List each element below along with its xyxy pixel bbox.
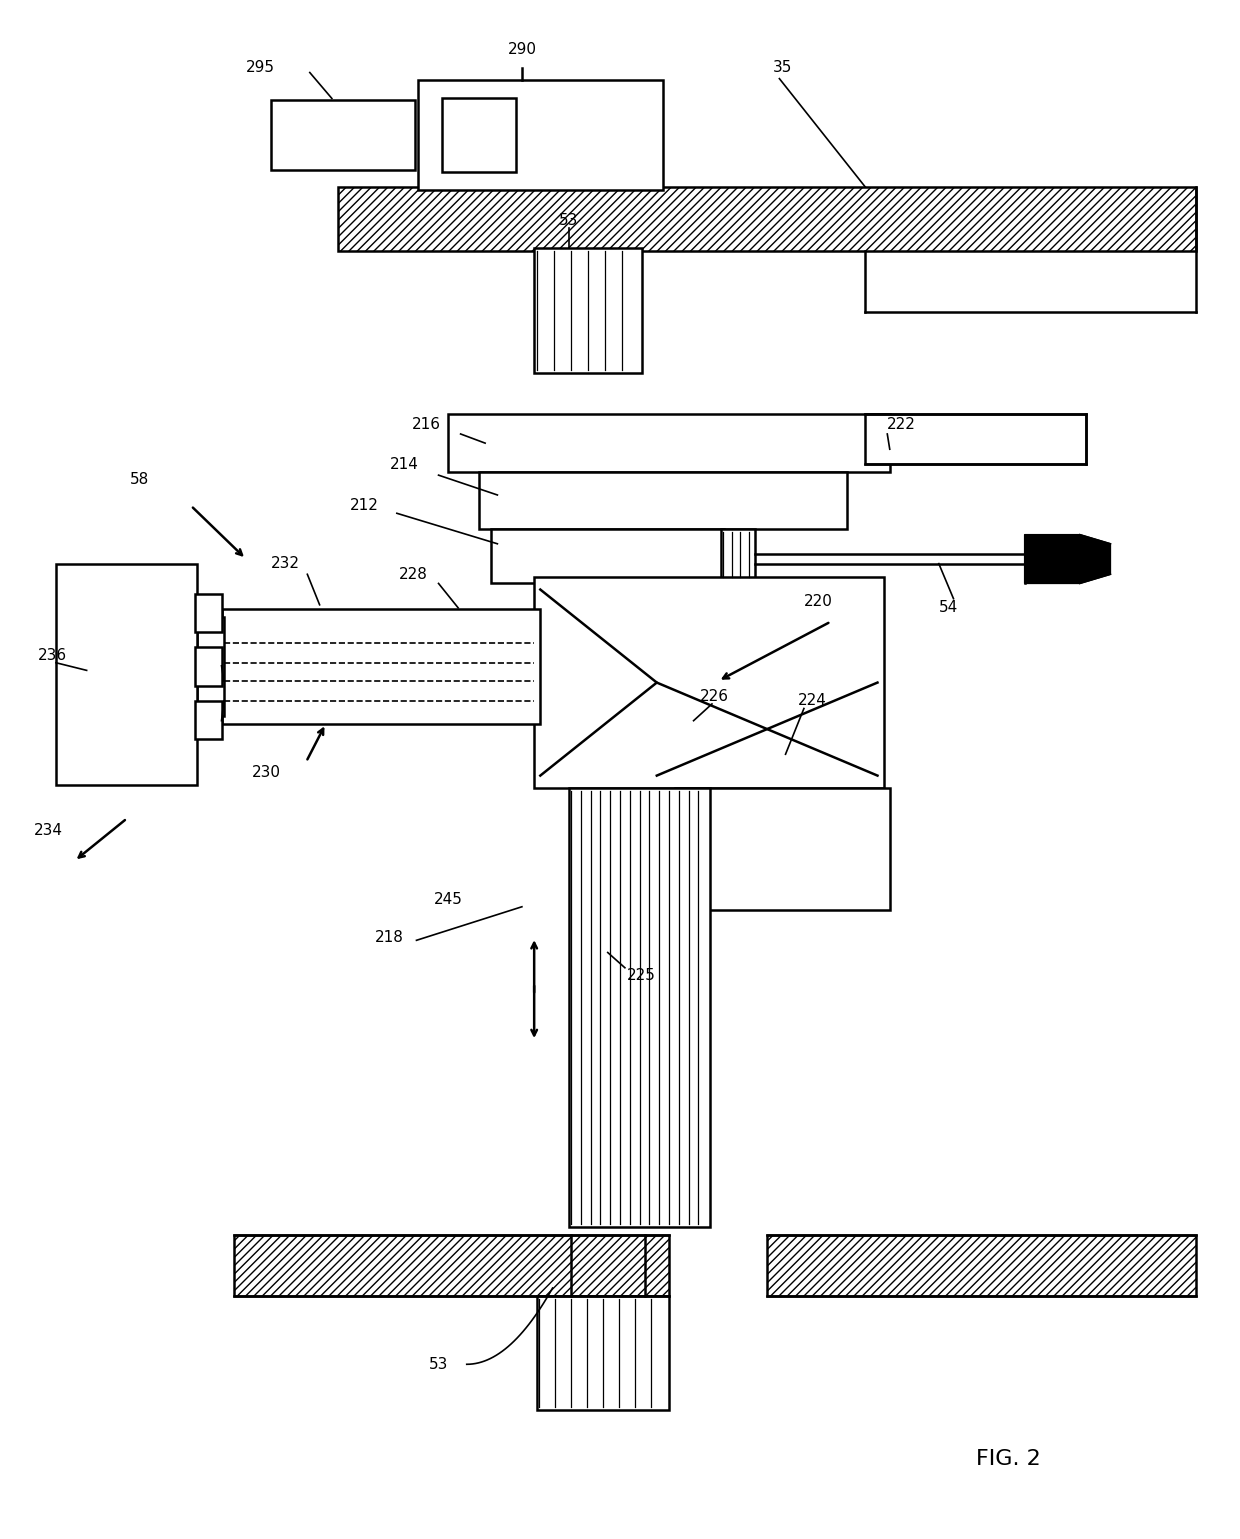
Text: 218: 218 bbox=[374, 930, 404, 945]
Bar bbox=[449, 414, 890, 472]
Bar bbox=[270, 100, 415, 171]
Bar bbox=[534, 577, 884, 788]
Text: 234: 234 bbox=[33, 823, 63, 839]
Text: 54: 54 bbox=[939, 600, 959, 616]
Text: 230: 230 bbox=[252, 765, 281, 780]
Text: 214: 214 bbox=[389, 457, 418, 472]
Bar bbox=[866, 414, 1086, 465]
Text: 53: 53 bbox=[559, 212, 578, 228]
Bar bbox=[568, 788, 709, 1227]
Text: FIG. 2: FIG. 2 bbox=[976, 1448, 1040, 1468]
Text: 216: 216 bbox=[412, 417, 440, 432]
Text: 222: 222 bbox=[888, 417, 916, 432]
Text: 35: 35 bbox=[774, 60, 792, 75]
Bar bbox=[195, 700, 222, 739]
Text: 245: 245 bbox=[434, 891, 463, 906]
Text: 224: 224 bbox=[797, 694, 827, 708]
Bar bbox=[768, 1234, 1197, 1296]
Bar bbox=[197, 617, 224, 716]
Bar bbox=[720, 528, 755, 580]
Bar bbox=[339, 186, 1197, 251]
Text: 228: 228 bbox=[399, 566, 428, 582]
Bar bbox=[418, 80, 663, 189]
Text: 58: 58 bbox=[129, 472, 149, 488]
Bar bbox=[534, 248, 642, 372]
Bar bbox=[491, 528, 724, 583]
Bar bbox=[195, 648, 222, 685]
Bar bbox=[443, 98, 516, 172]
Bar bbox=[234, 1234, 670, 1296]
Text: 226: 226 bbox=[699, 689, 729, 703]
Text: 295: 295 bbox=[246, 60, 275, 75]
Polygon shape bbox=[1024, 534, 1111, 583]
Text: 212: 212 bbox=[350, 499, 379, 512]
Bar bbox=[537, 1296, 670, 1410]
Bar bbox=[222, 609, 541, 723]
Text: 236: 236 bbox=[37, 648, 67, 663]
Text: 220: 220 bbox=[804, 594, 833, 609]
Text: 290: 290 bbox=[507, 42, 537, 57]
Bar bbox=[56, 563, 197, 785]
Text: 53: 53 bbox=[429, 1357, 448, 1371]
Bar bbox=[479, 472, 847, 528]
Bar bbox=[675, 788, 890, 910]
Text: 225: 225 bbox=[627, 968, 656, 983]
Bar bbox=[195, 594, 222, 633]
Text: 232: 232 bbox=[270, 556, 300, 571]
